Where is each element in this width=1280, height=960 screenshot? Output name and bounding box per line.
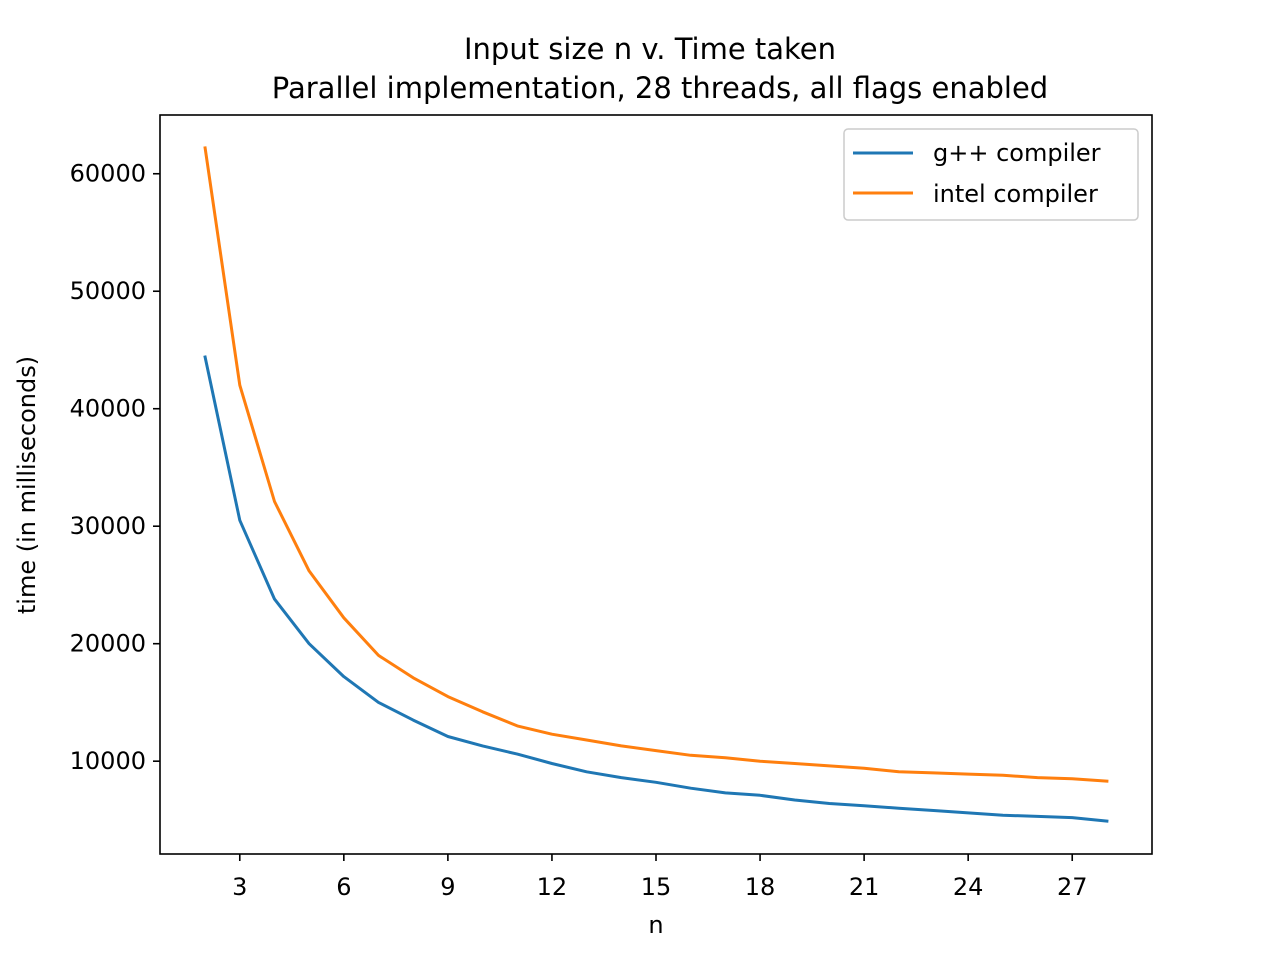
x-tick-label: 6 — [336, 873, 351, 901]
y-tick-label: 20000 — [70, 630, 146, 658]
legend-label-gpp: g++ compiler — [933, 139, 1101, 167]
y-tick-label: 30000 — [70, 512, 146, 540]
legend-label-intel: intel compiler — [933, 180, 1098, 208]
x-tick-label: 21 — [849, 873, 880, 901]
y-tick-label: 60000 — [70, 160, 146, 188]
x-tick-label: 9 — [440, 873, 455, 901]
x-tick-label: 27 — [1057, 873, 1088, 901]
y-tick-label: 10000 — [70, 747, 146, 775]
legend: g++ compiler intel compiler — [843, 128, 1139, 221]
x-tick-label: 3 — [232, 873, 247, 901]
series-lines — [203, 146, 1109, 823]
y-axis-label: time (in milliseconds) — [13, 356, 41, 614]
axes: 3 6 9 12 15 18 21 24 27 10000 20000 30000 40000 50000… — [70, 114, 1153, 901]
chart-title: Input size n v. Time taken — [464, 32, 836, 66]
x-axis-label: n — [648, 911, 663, 939]
y-tick-label: 50000 — [70, 277, 146, 305]
plot-area — [160, 115, 1152, 854]
series-line-intel-compiler — [203, 146, 1109, 783]
x-tick-label: 18 — [745, 873, 776, 901]
chart-subtitle: Parallel implementation, 28 threads, all… — [272, 71, 1048, 105]
x-tick-label: 24 — [953, 873, 984, 901]
y-tick-label: 40000 — [70, 395, 146, 423]
series-line-gpp-compiler — [203, 355, 1109, 823]
legend-box — [843, 128, 1139, 221]
x-tick-label: 12 — [537, 873, 568, 901]
x-tick-label: 15 — [641, 873, 672, 901]
plot-background — [160, 115, 1152, 854]
